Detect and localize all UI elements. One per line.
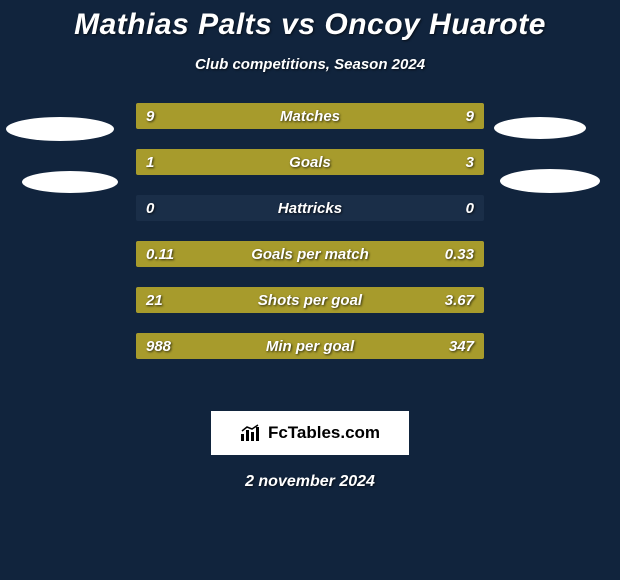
stat-value-right: 0 (466, 195, 474, 221)
stat-row: Shots per goal213.67 (136, 287, 484, 313)
page-title: Mathias Palts vs Oncoy Huarote (0, 0, 620, 42)
bar-fill-left (136, 333, 394, 359)
brand-chart-icon (240, 424, 262, 442)
bar-fill-right (310, 103, 484, 129)
stat-row: Min per goal988347 (136, 333, 484, 359)
bar-fill-left (136, 241, 223, 267)
brand-text: FcTables.com (268, 423, 380, 443)
bar-fill-right (432, 287, 484, 313)
bar-fill-left (136, 149, 223, 175)
player-oval-left (22, 171, 118, 193)
bar-fill-right (394, 333, 484, 359)
player-oval-right (494, 117, 586, 139)
comparison-chart: Matches99 Goals13 Hattricks0 0 Goals per mat… (0, 103, 620, 393)
brand-badge: FcTables.com (211, 411, 409, 455)
bar-fill-right (223, 149, 484, 175)
player-oval-left (6, 117, 114, 141)
stat-label: Hattricks (136, 195, 484, 221)
bar-fill-left (136, 287, 432, 313)
player-oval-right (500, 169, 600, 193)
stat-row: Matches99 (136, 103, 484, 129)
stat-value-left: 0 (146, 195, 154, 221)
bar-fill-right (223, 241, 484, 267)
stat-row: Hattricks0 0 (136, 195, 484, 221)
bar-fill-left (136, 103, 310, 129)
stat-row: Goals13 (136, 149, 484, 175)
date-line: 2 november 2024 (0, 473, 620, 491)
stat-row: Goals per match0.110.33 (136, 241, 484, 267)
subtitle: Club competitions, Season 2024 (0, 56, 620, 73)
